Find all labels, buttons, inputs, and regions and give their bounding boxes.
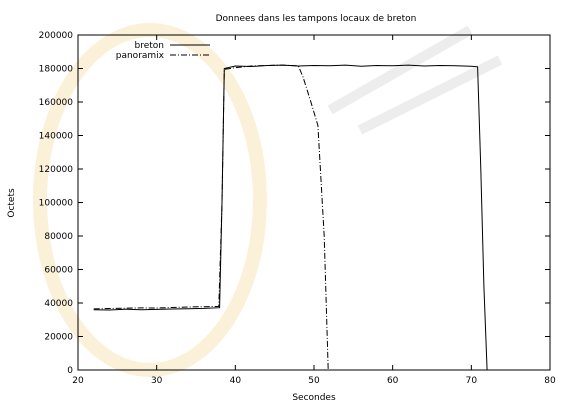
y-axis: 0 20000 40000 60000 80000 100000 120000 140000 1… (39, 31, 550, 376)
y-tick-label: 120000 (39, 165, 74, 175)
x-tick-label: 40 (230, 376, 242, 386)
x-tick-label: 20 (72, 376, 84, 386)
series-line-panoramix (93, 64, 329, 371)
y-tick-label: 60000 (44, 266, 73, 276)
y-tick-label: 0 (67, 366, 73, 376)
legend-label-panoramix: panoramix (116, 51, 165, 61)
y-tick-label: 20000 (44, 333, 73, 343)
y-tick-label: 40000 (44, 299, 73, 309)
x-tick-label: 60 (387, 376, 399, 386)
y-tick-label: 80000 (44, 232, 73, 242)
x-tick-label: 50 (308, 376, 320, 386)
x-axis: 20 30 40 50 60 70 80 (72, 35, 556, 386)
y-tick-label: 180000 (39, 65, 74, 75)
x-tick-label: 80 (544, 376, 556, 386)
y-tick-label: 140000 (39, 132, 74, 142)
y-tick-label: 100000 (39, 199, 74, 209)
x-tick-label: 30 (151, 376, 163, 386)
chart-title: Donnees dans les tampons locaux de breto… (216, 14, 417, 24)
y-axis-label: Octets (7, 188, 17, 218)
legend-label-breton: breton (135, 41, 165, 51)
y-tick-label: 160000 (39, 98, 74, 108)
x-axis-label: Secondes (292, 393, 336, 403)
plot-frame (77, 34, 551, 371)
y-tick-label: 200000 (39, 31, 74, 41)
series-line-breton (93, 64, 488, 371)
series-group (93, 64, 488, 371)
x-tick-label: 70 (466, 376, 478, 386)
